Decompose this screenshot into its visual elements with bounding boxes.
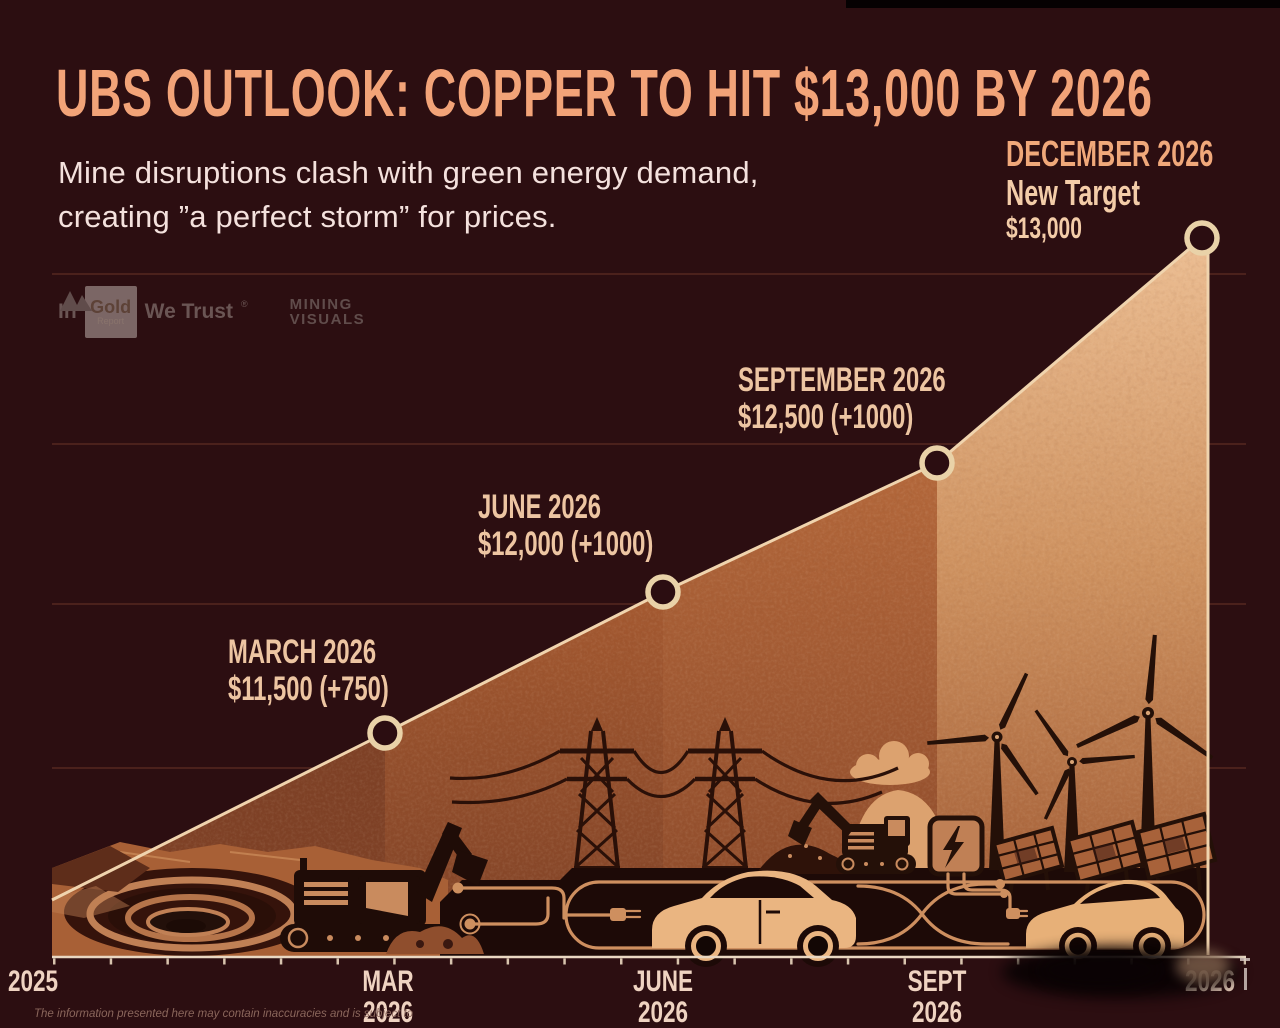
transmission-towers-illustration — [449, 717, 899, 870]
marker-september — [919, 445, 955, 481]
mining-visuals-line-2: VISUALS — [289, 311, 366, 328]
annotation-december-note: New Target — [1006, 172, 1140, 213]
registered-mark: ® — [240, 299, 248, 309]
annotation-september-date: SEPTEMBER 2026 — [738, 361, 946, 399]
annotation-march: MARCH 2026 $11,500 (+750) — [228, 634, 458, 708]
subtitle: Mine disruptions clash with green energy… — [58, 151, 759, 239]
annotation-september-value: $12,500 (+1000) — [738, 398, 914, 436]
wind-turbine-icon — [927, 672, 1039, 870]
lightning-icon — [943, 826, 964, 868]
disclaimer-text: The information presented here may conta… — [34, 1008, 414, 1020]
page-title: UBS OUTLOOK: COPPER TO HIT $13,000 BY 20… — [56, 55, 1153, 131]
annotation-march-date: MARCH 2026 — [228, 633, 377, 671]
ev-charging-box-icon — [927, 815, 985, 877]
annotation-june: JUNE 2026 $12,000 (+1000) — [478, 489, 728, 563]
x-tick-label-june-2026: JUNE 2026 — [632, 965, 694, 1028]
annotation-december-value: $13,000 — [1006, 212, 1082, 245]
solar-panels-illustration — [991, 811, 1218, 899]
annotation-december-date: DECEMBER 2026 — [1006, 133, 1214, 174]
cursor-smudge — [1176, 950, 1230, 982]
annotation-june-date: JUNE 2026 — [478, 488, 602, 526]
mountain-logo-icon — [60, 291, 92, 311]
solar-panel-icon — [991, 825, 1065, 897]
solar-panel-icon — [1135, 811, 1218, 895]
x-tick-label-sept-2026: SEPT 2026 — [907, 965, 967, 1028]
circuit-traces — [452, 872, 1206, 950]
solar-panel-icon — [1065, 819, 1146, 899]
excavator-icon — [280, 822, 488, 954]
marker-december — [1184, 220, 1220, 256]
mining-visuals-wordmark: MINING VISUALS — [290, 297, 366, 327]
subtitle-line-2: creating ”a perfect storm” for prices. — [58, 199, 557, 234]
subtitle-line-1: Mine disruptions clash with green energy… — [58, 155, 759, 190]
watermark-fragment — [1240, 958, 1250, 961]
mining-visuals-line-1: MINING — [289, 296, 353, 313]
data-markers — [367, 220, 1220, 751]
gold-logo-suffix: We Trust — [144, 300, 233, 323]
in-gold-we-trust-logo: In Gold Report We Trust ® — [58, 286, 248, 338]
excavator-icon — [756, 792, 916, 874]
gold-logo-boxed-word: Gold — [90, 296, 132, 317]
watermark-smudge — [1040, 952, 1160, 988]
logo-row: In Gold Report We Trust ® MINING VISUALS — [58, 286, 365, 338]
annotation-march-value: $11,500 (+750) — [228, 670, 389, 708]
annotation-december: DECEMBER 2026 New Target $13,000 — [1006, 134, 1280, 246]
marker-june — [645, 574, 681, 610]
annotation-june-value: $12,000 (+1000) — [478, 525, 654, 563]
marker-march — [367, 715, 403, 751]
gold-logo-box: Gold Report — [84, 286, 137, 338]
power-lines — [449, 749, 899, 805]
mining-visuals-logo: MINING VISUALS — [60, 291, 366, 327]
annotation-september: SEPTEMBER 2026 $12,500 (+1000) — [738, 362, 1035, 436]
x-tick-label-2025: 2025 — [8, 965, 59, 998]
x-tick-label-mar-2026: MAR 2026 — [362, 965, 414, 1028]
gold-logo-report-word: Report — [97, 315, 125, 326]
watermark-fragment — [1244, 968, 1247, 990]
top-right-black-bar — [846, 0, 1280, 8]
